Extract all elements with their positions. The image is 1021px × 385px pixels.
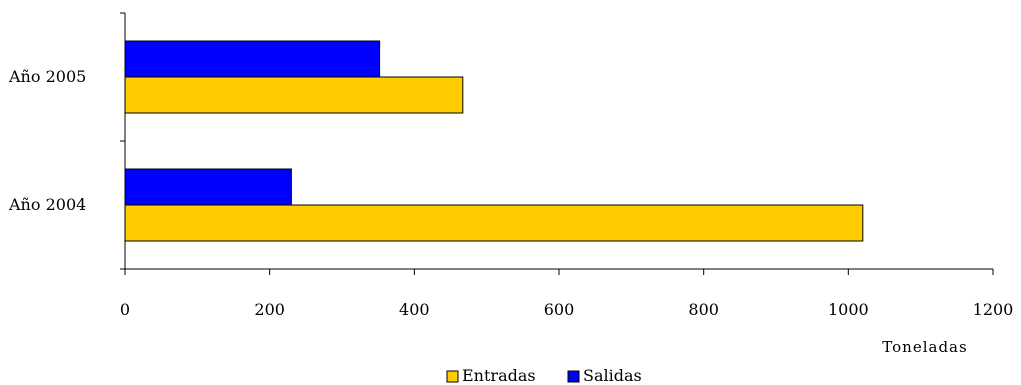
x-tick-label: 600 — [544, 300, 575, 319]
x-axis-title: Toneladas — [882, 338, 967, 356]
x-tick-label: 200 — [254, 300, 285, 319]
x-axis-ticks — [124, 269, 994, 275]
y-axis-ticks — [120, 12, 125, 270]
category-label: Año 2005 — [8, 67, 86, 86]
legend-label-salidas: Salidas — [583, 366, 642, 385]
category-label: Año 2004 — [8, 195, 86, 214]
bar-entradas-ano-2005 — [124, 76, 464, 114]
legend: Entradas Salidas — [446, 366, 642, 385]
bar-salidas-ano-2005 — [124, 40, 381, 78]
category-labels: Año 2004 Año 2005 — [8, 67, 86, 214]
x-tick-labels: 0 200 400 600 800 1000 1200 — [120, 300, 1013, 319]
x-tick-label: 400 — [399, 300, 430, 319]
x-tick-label: 0 — [120, 300, 130, 319]
x-tick-label: 1200 — [973, 300, 1014, 319]
x-tick-label: 800 — [688, 300, 719, 319]
x-tick-label: 1000 — [828, 300, 869, 319]
bar-salidas-ano-2004 — [124, 168, 292, 206]
legend-swatch-salidas — [567, 370, 580, 383]
bar-entradas-ano-2004 — [124, 204, 864, 242]
bars — [124, 40, 864, 242]
legend-label-entradas: Entradas — [462, 366, 536, 385]
legend-swatch-entradas — [446, 370, 459, 383]
